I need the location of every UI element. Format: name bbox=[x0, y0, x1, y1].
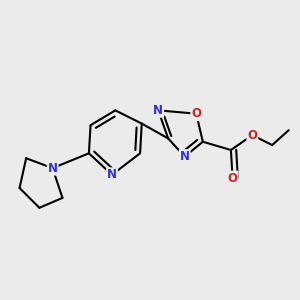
Text: N: N bbox=[180, 150, 190, 163]
Text: O: O bbox=[248, 129, 257, 142]
Text: O: O bbox=[191, 107, 201, 120]
Text: O: O bbox=[228, 172, 238, 184]
Text: N: N bbox=[107, 168, 117, 181]
Text: N: N bbox=[153, 104, 163, 117]
Text: N: N bbox=[48, 162, 58, 175]
